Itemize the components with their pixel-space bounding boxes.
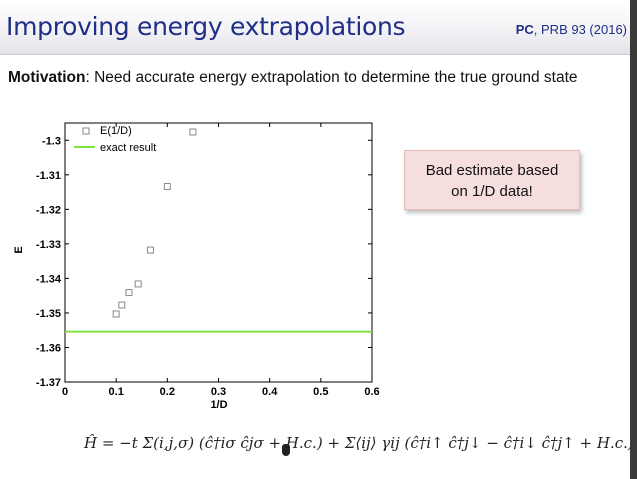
y-tick-label: -1.31 (36, 170, 61, 182)
y-tick-label: -1.35 (36, 308, 61, 320)
hamiltonian-formula: Ĥ = −t Σ(i,j,σ) (ĉ†iσ ĉjσ + H.c.) + Σ⟨ij… (84, 434, 634, 452)
x-axis-label: 1/D (210, 399, 227, 411)
y-axis-label: E (13, 246, 25, 253)
y-tick-label: -1.34 (36, 273, 62, 285)
legend: E(1/D) exact result (74, 125, 156, 154)
data-point (118, 301, 126, 309)
data-point (112, 310, 120, 318)
slide-title: Improving energy extrapolations (6, 12, 406, 41)
data-marks (65, 128, 372, 333)
y-tick-label: -1.36 (36, 342, 61, 354)
x-tick-label: 0.1 (109, 386, 124, 398)
data-point (189, 128, 197, 136)
data-point (125, 289, 133, 297)
y-tick-label: -1.3 (42, 135, 61, 147)
callout-line-2: on 1/D data! (451, 183, 533, 200)
plot-area (64, 122, 373, 383)
legend-square-marker (82, 127, 90, 135)
callout-line-1: Bad estimate based (425, 162, 559, 179)
data-point (134, 280, 142, 288)
x-tick-label: 0.3 (211, 386, 226, 398)
video-frame-edge (630, 0, 637, 479)
reference-author: PC (515, 22, 534, 37)
y-tick-label: -1.33 (36, 239, 61, 251)
legend-label-exact: exact result (100, 142, 156, 154)
y-axis-ticks: -1.3 -1.31 -1.32 -1.33 -1.34 -1.35 -1.36 -1.37 (36, 135, 372, 389)
y-tick-label: -1.32 (36, 204, 61, 216)
x-tick-label: 0.6 (364, 386, 379, 398)
mouse-cursor-icon (282, 444, 290, 456)
callout-note: Bad estimate based on 1/D data! (404, 150, 580, 210)
data-point (146, 246, 154, 254)
slide-header: Improving energy extrapolations PC, PRB … (0, 0, 637, 55)
motivation-label: Motivation (8, 69, 86, 86)
y-tick-label: -1.37 (36, 377, 61, 389)
x-tick-label: 0.4 (262, 386, 278, 398)
x-tick-label: 0.5 (313, 386, 328, 398)
x-axis-ticks: 0 0.1 0.2 0.3 0.4 0.5 0.6 (62, 123, 380, 398)
reference-journal: , PRB 93 (2016) (533, 22, 627, 37)
motivation-line: Motivation: Need accurate energy extrapo… (8, 69, 578, 87)
legend-label-series: E(1/D) (100, 125, 132, 137)
motivation-text: : Need accurate energy extrapolation to … (85, 69, 578, 86)
data-point (163, 183, 171, 191)
reference-citation: PC, PRB 93 (2016) (516, 22, 627, 37)
x-tick-label: 0 (62, 386, 68, 398)
x-tick-label: 0.2 (160, 386, 175, 398)
